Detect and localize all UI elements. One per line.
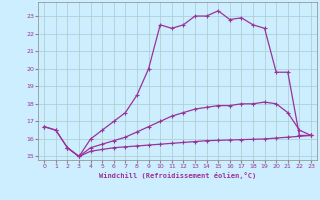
X-axis label: Windchill (Refroidissement éolien,°C): Windchill (Refroidissement éolien,°C): [99, 172, 256, 179]
